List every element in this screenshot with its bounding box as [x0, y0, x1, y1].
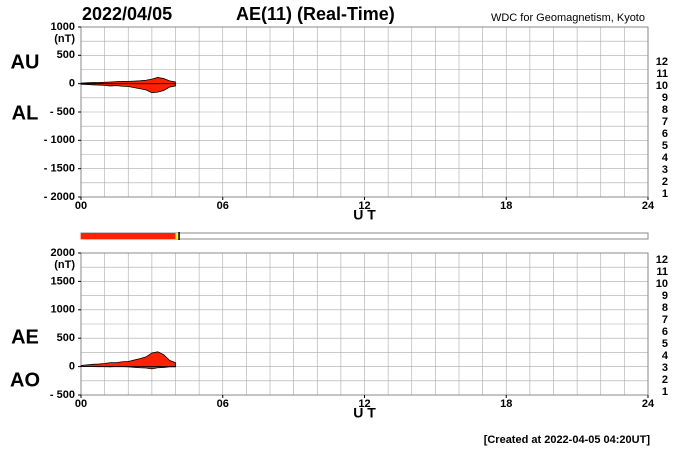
station-legend: 6 — [662, 128, 668, 140]
series-area — [80, 351, 176, 367]
station-legend: 9 — [662, 92, 668, 104]
station-legend: 3 — [662, 164, 668, 176]
series-label: AU — [11, 51, 40, 73]
station-legend: 5 — [662, 140, 668, 152]
series-label: AL — [12, 102, 39, 124]
y-tick-label: - 1000 — [44, 134, 75, 146]
station-legend: 2 — [662, 374, 668, 386]
series-area — [81, 366, 176, 370]
footer: [Created at 2022-04-05 04:20UT] — [484, 434, 651, 446]
y-tick-label: 1500 — [51, 275, 75, 287]
station-legend: 4 — [662, 152, 669, 164]
station-legend: 9 — [662, 290, 668, 302]
source: WDC for Geomagnetism, Kyoto — [491, 12, 645, 24]
station-legend: 2 — [662, 176, 668, 188]
title: AE(11) (Real-Time) — [236, 4, 395, 24]
x-axis-label: U T — [353, 405, 376, 421]
date: 2022/04/05 — [82, 4, 172, 24]
y-tick-label: - 2000 — [44, 191, 75, 203]
x-tick-label: 12 — [358, 398, 370, 410]
station-legend: 3 — [662, 362, 668, 374]
y-tick-label: - 500 — [50, 106, 75, 118]
x-tick-label: 06 — [217, 398, 229, 410]
station-legend: 8 — [662, 104, 668, 116]
station-legend: 11 — [656, 68, 668, 80]
y-axis-label: (nT) — [54, 259, 75, 271]
y-tick-label: 500 — [57, 332, 75, 344]
x-tick-label: 06 — [217, 200, 229, 212]
y-tick-label: - 500 — [50, 389, 75, 401]
station-legend: 5 — [662, 338, 668, 350]
station-legend: 10 — [656, 80, 668, 92]
y-tick-label: 1000 — [51, 21, 75, 33]
x-tick-label: 18 — [500, 200, 512, 212]
y-tick-label: 500 — [57, 49, 75, 61]
x-tick-label: 24 — [642, 398, 655, 410]
station-legend: 10 — [656, 278, 668, 290]
x-tick-label: 24 — [642, 200, 655, 212]
station-legend: 7 — [662, 116, 668, 128]
station-legend: 1 — [662, 188, 668, 200]
coverage-segment — [81, 233, 176, 239]
x-axis-label: U T — [353, 207, 376, 223]
station-legend: 12 — [656, 56, 668, 68]
station-legend: 1 — [662, 386, 668, 398]
x-tick-label: 12 — [358, 200, 370, 212]
series-area — [80, 77, 176, 85]
station-legend: 7 — [662, 314, 668, 326]
series-area — [80, 83, 176, 94]
x-tick-label: 00 — [75, 200, 87, 212]
x-tick-label: 00 — [75, 398, 87, 410]
station-legend: 11 — [656, 266, 668, 278]
y-tick-label: 1000 — [51, 304, 75, 316]
y-axis-label: (nT) — [54, 33, 75, 45]
coverage-segment — [175, 233, 180, 239]
station-legend: 12 — [656, 254, 668, 266]
station-legend: 8 — [662, 302, 668, 314]
y-tick-label: 0 — [69, 78, 75, 90]
y-tick-label: 0 — [69, 361, 75, 373]
y-tick-label: - 1500 — [44, 163, 75, 175]
station-legend: 6 — [662, 326, 668, 338]
station-legend: 4 — [662, 350, 669, 362]
series-label: AE — [11, 326, 39, 348]
series-label: AO — [10, 369, 40, 391]
x-tick-label: 18 — [500, 398, 512, 410]
y-tick-label: 2000 — [51, 247, 75, 259]
